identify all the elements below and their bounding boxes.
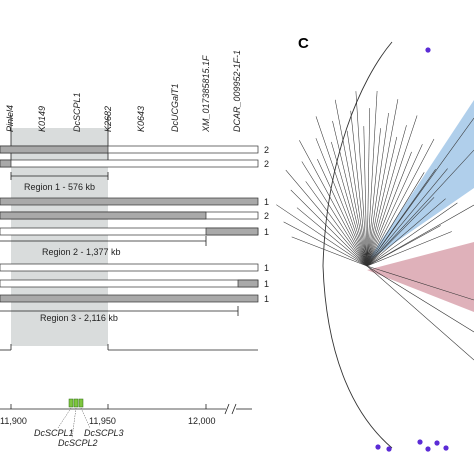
track-2 (0, 159, 259, 168)
svg-text:2: 2 (264, 211, 269, 221)
tree-branch (366, 151, 412, 267)
tree-branch (366, 265, 474, 361)
tree-branches (276, 90, 474, 361)
tree-branch (315, 116, 368, 267)
tree-branch (366, 115, 418, 267)
svg-text:1: 1 (264, 279, 269, 289)
tree-branch (366, 144, 423, 267)
tick-11900: 11,900 (0, 416, 27, 426)
tree-branch (366, 128, 381, 267)
track-1 (0, 145, 259, 154)
tree-branch (334, 99, 368, 267)
tree-branch (305, 181, 368, 267)
svg-text:1: 1 (264, 197, 269, 207)
tree-branch (285, 169, 368, 267)
svg-text:1: 1 (264, 263, 269, 273)
tree-branch (366, 136, 398, 267)
marker-k0149: K0149 (37, 106, 47, 132)
tree-branch (299, 140, 368, 267)
tree-branch (366, 108, 370, 267)
gene-boxes (68, 398, 84, 408)
tree-branch (366, 197, 435, 267)
svg-text:1: 1 (264, 294, 269, 304)
track-3 (0, 197, 259, 206)
tree-branch (366, 90, 378, 267)
region-3-label: Region 3 - 2,116 kb (40, 313, 118, 323)
tree-branch (290, 189, 368, 267)
gene-dcscpl1: DcSCPL1 (34, 428, 74, 438)
tree-branch (301, 161, 368, 267)
tree-branch (366, 112, 389, 267)
tree-branch (355, 91, 368, 267)
tree-outer-arc (322, 41, 393, 449)
region-1-label: Region 1 - 576 kb (24, 182, 95, 192)
tree-branch (283, 221, 368, 267)
svg-text:2: 2 (264, 145, 269, 155)
clade-red (367, 242, 474, 312)
tree-branch (366, 265, 474, 333)
track-7 (0, 279, 259, 288)
tree-branch (332, 120, 368, 267)
tree-branch (366, 149, 474, 267)
marker-pinlel4: Pinlel4 (5, 105, 15, 132)
marker-xm: XM_017385815.1F (201, 55, 211, 133)
tick-11950: 11,950 (89, 416, 116, 426)
tree-branch (366, 198, 446, 267)
track-counts: 2 2 1 2 1 1 1 1 (264, 145, 269, 304)
marker-labels: Pinlel4 K0149 DcSCPL1 K2682 K0643 DcUCGa… (5, 50, 242, 133)
clade-blue (367, 100, 474, 262)
tree-branch (350, 110, 368, 267)
tree-branch (366, 125, 407, 267)
tree-branch (331, 141, 368, 267)
tree-branch (276, 204, 368, 267)
tree-branch (363, 126, 368, 267)
track-8 (0, 294, 259, 303)
gene-leader-lines (57, 407, 91, 439)
marker-dcar: DCAR_009952-1F-1 (232, 50, 242, 132)
gene-dcscpl3: DcSCPL3 (84, 428, 124, 438)
tree-branch (291, 236, 368, 267)
tree-branch (315, 138, 368, 267)
tree-branch (366, 231, 452, 267)
tree-branch (366, 99, 399, 267)
zoom-connector (0, 344, 258, 351)
tree-branch (366, 168, 448, 267)
tick-12000: 12,000 (188, 416, 216, 426)
tracks (0, 145, 259, 303)
tree-branch (366, 202, 458, 267)
tree-branch (366, 117, 474, 267)
marker-dcscpl1: DcSCPL1 (72, 92, 82, 132)
region-2-label: Region 2 - 1,377 kb (42, 247, 121, 257)
svg-text:1: 1 (264, 227, 269, 237)
tree-branch (366, 204, 474, 267)
gene-dcscpl2: DcSCPL2 (58, 438, 98, 448)
marker-dcucgalt1: DcUCGalT1 (170, 83, 180, 132)
svg-text:2: 2 (264, 159, 269, 169)
tree-branch (296, 207, 368, 267)
region-brackets (0, 172, 239, 316)
tree-branch (366, 265, 474, 301)
genomic-axis (0, 403, 252, 415)
tree-branch (366, 172, 425, 267)
tree-branch (346, 130, 368, 267)
panel-c-label: C (298, 35, 309, 52)
track-6 (0, 263, 259, 272)
marker-k0643: K0643 (136, 106, 146, 132)
leaf-dots (375, 47, 449, 452)
marker-k2682: K2682 (103, 106, 113, 132)
tree-branch (366, 138, 435, 267)
tree-branch (317, 158, 368, 267)
